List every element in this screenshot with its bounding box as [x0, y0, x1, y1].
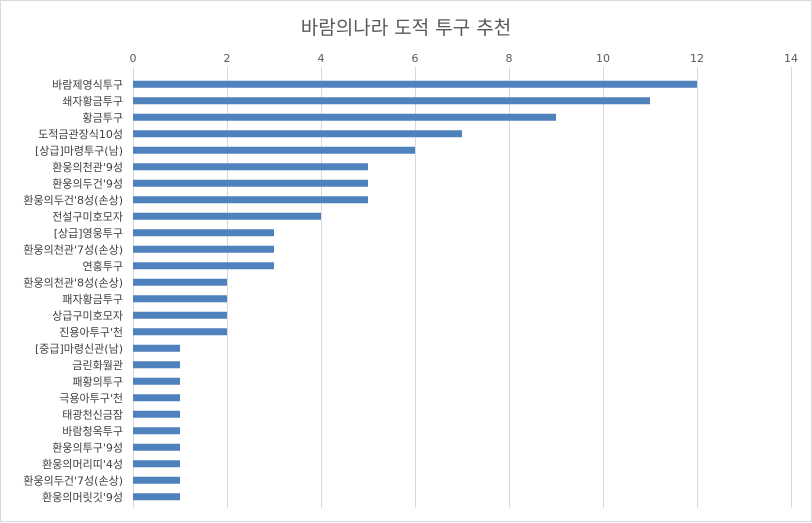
category-label-1: 쇄자황금투구: [62, 95, 123, 108]
bar-10: [133, 245, 274, 253]
bar-15: [133, 328, 227, 336]
x-tick-label-2: 4: [318, 52, 325, 65]
category-label-25: 환웅의머릿깃'9성: [42, 491, 123, 504]
bar-23: [133, 460, 180, 468]
category-label-23: 환웅의머리띠'4성: [42, 458, 123, 471]
bar-4: [133, 146, 415, 154]
bar-21: [133, 427, 180, 435]
bar-13: [133, 295, 227, 303]
category-label-8: 전설구미호모자: [52, 210, 123, 223]
category-label-22: 환웅의투구'9성: [52, 441, 123, 454]
x-tick-label-5: 10: [596, 52, 610, 65]
bar-0: [133, 80, 697, 88]
bar-5: [133, 163, 368, 171]
bar-17: [133, 361, 180, 369]
category-label-19: 극용아투구'천: [59, 391, 123, 405]
bar-24: [133, 476, 180, 484]
category-label-13: 패자황금투구: [62, 293, 123, 306]
category-label-2: 황금투구: [83, 111, 123, 124]
category-label-17: 금린화월관: [72, 359, 123, 372]
bar-11: [133, 262, 274, 270]
x-tick-label-3: 6: [412, 52, 419, 65]
category-label-21: 바람청옥투구: [62, 425, 123, 438]
gridlines: [133, 67, 792, 508]
bar-14: [133, 311, 227, 319]
x-tick-label-0: 0: [130, 52, 137, 65]
category-label-7: 환웅의두건'8성(손상): [23, 194, 123, 207]
bar-19: [133, 394, 180, 402]
category-label-0: 바람제영식투구: [52, 78, 123, 91]
category-label-4: [상급]마령투구(남): [35, 144, 123, 157]
bar-18: [133, 377, 180, 385]
bar-20: [133, 410, 180, 418]
category-label-11: 연홍투구: [83, 259, 123, 273]
category-label-24: 환웅의두건'7성(손상): [23, 474, 123, 487]
bar-9: [133, 229, 274, 237]
x-tick-label-1: 2: [224, 52, 231, 65]
bars: [133, 80, 697, 501]
bar-25: [133, 493, 180, 501]
category-label-6: 환웅의두건'9성: [52, 177, 123, 190]
x-tick-label-4: 8: [506, 52, 513, 65]
category-label-10: 환웅의천관'7성(손상): [23, 242, 123, 256]
category-label-18: 패황의투구: [72, 375, 123, 388]
bar-3: [133, 130, 462, 138]
bar-12: [133, 278, 227, 286]
category-label-12: 환웅의천관'8성(손상): [23, 275, 123, 289]
category-label-15: 진용아투구'천: [59, 325, 123, 339]
category-label-9: [상급]영웅투구: [54, 227, 123, 240]
category-label-14: 상급구미호모자: [52, 309, 123, 322]
x-tick-label-7: 14: [784, 52, 798, 65]
bar-1: [133, 97, 650, 105]
bar-7: [133, 196, 368, 204]
bar-16: [133, 344, 180, 352]
bar-2: [133, 113, 556, 121]
category-label-16: [중급]마령신관(남): [35, 342, 123, 355]
category-label-5: 환웅의천관'9성: [52, 160, 123, 174]
x-axis-ticks: 0 2 4 6 8 10 12 14: [130, 52, 799, 65]
category-label-20: 태광천신금잠: [62, 407, 123, 421]
chart-title: 바람의나라 도적 투구 추천: [301, 17, 511, 39]
category-label-3: 도적금관장식10성: [38, 128, 123, 141]
bar-6: [133, 179, 368, 187]
bar-22: [133, 443, 180, 451]
x-tick-label-6: 12: [690, 52, 704, 65]
bar-8: [133, 212, 321, 220]
